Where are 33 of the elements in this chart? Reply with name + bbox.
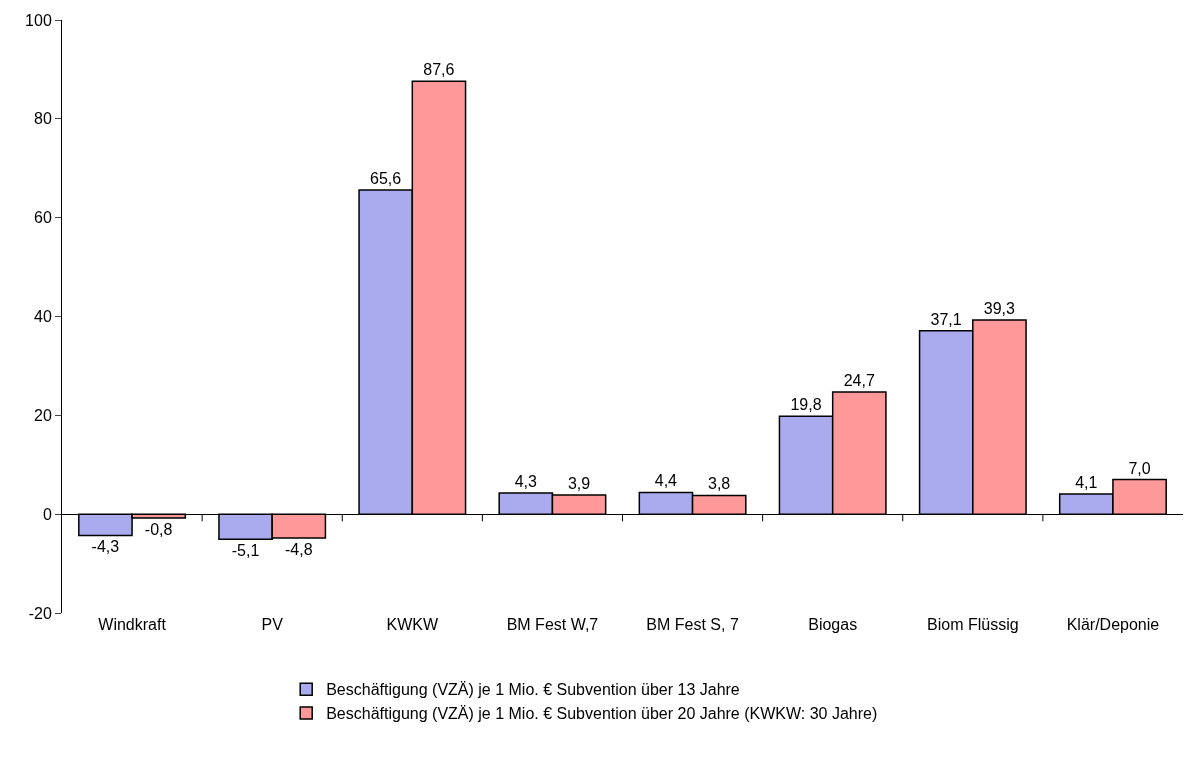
x-tick-label: Biom Flüssig bbox=[927, 616, 1019, 633]
data-label: 39,3 bbox=[983, 299, 1016, 317]
data-label: 4,3 bbox=[514, 472, 537, 490]
y-tick-label: 60 bbox=[34, 209, 52, 227]
x-tick-label: KWKW bbox=[386, 616, 439, 633]
data-label: 3,8 bbox=[708, 475, 731, 493]
data-label: -4,3 bbox=[91, 538, 120, 556]
data-label: -5,1 bbox=[231, 542, 260, 560]
legend-label: Beschäftigung (VZÄ) je 1 Mio. € Subvention über 20 Jahre (KWKW: 30 Jahre) bbox=[326, 705, 878, 723]
data-label: 37,1 bbox=[930, 310, 962, 328]
x-tick-label: Klär/Deponie bbox=[1066, 616, 1160, 633]
data-label: 4,4 bbox=[654, 472, 678, 490]
x-tick-label: Windkraft bbox=[98, 616, 167, 633]
data-label: 4,1 bbox=[1075, 473, 1098, 491]
y-tick-label: -20 bbox=[28, 604, 52, 622]
x-tick-label: Biogas bbox=[808, 616, 858, 633]
y-tick-label: 0 bbox=[42, 505, 52, 523]
x-tick-label: BM Fest W,7 bbox=[506, 616, 599, 633]
legend-label: Beschäftigung (VZÄ) je 1 Mio. € Subvention über 13 Jahre bbox=[326, 681, 740, 699]
x-tick-label: BM Fest S, 7 bbox=[646, 616, 739, 633]
data-label: 3,9 bbox=[567, 474, 591, 492]
data-label: -0,8 bbox=[144, 521, 173, 539]
y-tick-label: 40 bbox=[34, 308, 52, 326]
y-tick-label: 20 bbox=[34, 406, 52, 424]
data-label: 87,6 bbox=[423, 61, 455, 79]
data-label: 19,8 bbox=[790, 396, 822, 414]
y-tick-label: 100 bbox=[25, 11, 52, 29]
data-label: 65,6 bbox=[370, 169, 402, 187]
data-label: 7,0 bbox=[1128, 459, 1151, 477]
data-label: -4,8 bbox=[284, 540, 313, 558]
y-tick-label: 80 bbox=[34, 110, 52, 128]
data-label: 24,7 bbox=[843, 372, 875, 390]
x-tick-label: PV bbox=[261, 616, 284, 633]
